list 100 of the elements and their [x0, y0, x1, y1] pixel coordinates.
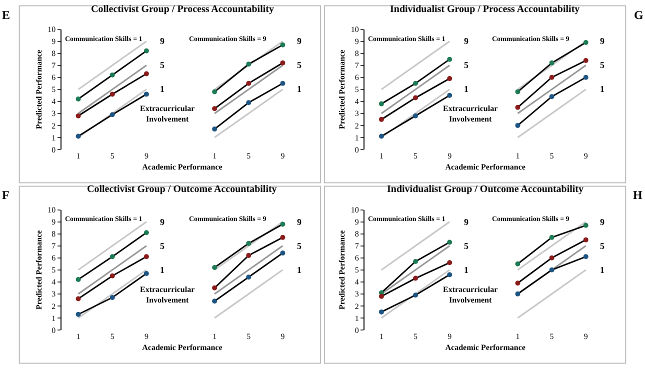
y-tick-label: 8 — [52, 49, 56, 58]
x-tick-label: 1 — [76, 332, 80, 341]
point — [378, 101, 384, 106]
point — [212, 298, 218, 304]
y-tick-label: 3 — [52, 290, 56, 299]
text: F — [2, 188, 10, 202]
point — [378, 116, 384, 122]
annotation: Extracurricular Involvement — [140, 104, 196, 124]
series-label: 9 — [160, 36, 165, 46]
point — [549, 234, 554, 240]
annotation: Extracurricular Involvement — [140, 285, 196, 304]
x-tick-label: 5 — [246, 332, 251, 341]
point — [447, 76, 452, 82]
point — [413, 113, 418, 118]
point — [378, 134, 384, 139]
point — [583, 254, 588, 260]
point — [447, 56, 452, 62]
point — [447, 92, 452, 98]
point — [280, 222, 286, 227]
x-tick-label: 1 — [516, 332, 520, 341]
point — [212, 285, 218, 290]
series-label: 9 — [600, 36, 605, 46]
point — [76, 96, 81, 102]
point — [212, 126, 218, 132]
x-tick-label: 5 — [246, 151, 251, 160]
point — [515, 122, 520, 128]
x-tick-label: 5 — [110, 332, 114, 341]
text: E — [2, 8, 10, 22]
point — [110, 295, 115, 300]
point — [413, 95, 418, 100]
point — [549, 74, 554, 80]
point — [280, 250, 286, 256]
point — [280, 234, 286, 240]
point — [212, 89, 218, 94]
point — [549, 255, 554, 260]
point — [583, 237, 588, 242]
point — [110, 92, 115, 97]
y-tick-label: 8 — [52, 230, 56, 239]
point — [280, 60, 286, 66]
series-label: 5 — [297, 60, 302, 70]
y-tick-label: 8 — [354, 230, 359, 239]
series-label: 1 — [160, 265, 165, 275]
y-tick-label: 6 — [354, 73, 359, 82]
y-tick-label: 4 — [52, 97, 56, 106]
point — [144, 230, 149, 236]
y-tick-label: 3 — [52, 109, 56, 118]
x-tick-label: 9 — [448, 151, 452, 160]
y-tick-label: 6 — [354, 254, 359, 263]
y-tick-label: 7 — [52, 61, 56, 70]
x-tick-label: 9 — [144, 332, 148, 341]
y-tick-label: 0 — [354, 326, 359, 335]
y-tick-label: 10 — [350, 25, 359, 34]
point — [76, 276, 81, 282]
series-label: 5 — [464, 241, 469, 251]
series-label: 9 — [600, 217, 605, 227]
x-tick-label: 9 — [280, 332, 285, 341]
point — [515, 280, 520, 286]
y-tick-label: 9 — [354, 218, 359, 227]
point — [246, 62, 252, 67]
y-axis-title: Predicted Performance — [34, 49, 44, 129]
y-tick-label: 6 — [52, 254, 56, 263]
y-tick-label: 4 — [354, 278, 359, 287]
x-axis-title: Academic Performance — [142, 162, 223, 172]
y-tick-label: 2 — [52, 302, 56, 311]
y-tick-label: 10 — [350, 206, 359, 215]
series-label: 1 — [600, 265, 605, 275]
y-tick-label: 2 — [354, 121, 359, 130]
point — [144, 270, 149, 276]
point — [144, 71, 149, 76]
point — [413, 276, 418, 281]
x-tick-label: 5 — [550, 151, 554, 160]
y-tick-label: 2 — [354, 302, 359, 311]
x-tick-label: 1 — [76, 151, 80, 160]
y-tick-label: 4 — [52, 278, 56, 287]
annotation: Extracurricular Involvement — [443, 104, 498, 124]
point — [212, 264, 218, 270]
text: H — [633, 188, 643, 202]
y-tick-label: 7 — [52, 242, 56, 251]
point — [549, 267, 554, 272]
y-tick-label: 3 — [354, 109, 359, 118]
x-tick-label: 5 — [414, 151, 418, 160]
point — [583, 222, 588, 228]
point — [144, 48, 149, 54]
point — [413, 258, 418, 264]
point — [246, 240, 252, 246]
series-label: 9 — [160, 217, 165, 227]
point — [549, 94, 554, 100]
point — [447, 272, 452, 278]
y-tick-label: 9 — [52, 37, 56, 46]
series-label: 9 — [464, 36, 469, 46]
point — [378, 309, 384, 314]
y-tick-label: 3 — [354, 290, 359, 299]
point — [447, 260, 452, 266]
point — [583, 40, 588, 45]
y-tick-label: 9 — [52, 218, 56, 227]
y-tick-label: 0 — [354, 145, 359, 154]
chart-title: Individualist Group / Process Accountability — [390, 4, 580, 15]
x-axis-title: Academic Performance — [445, 162, 526, 172]
y-tick-label: 9 — [354, 37, 359, 46]
series-label: 1 — [297, 84, 302, 94]
